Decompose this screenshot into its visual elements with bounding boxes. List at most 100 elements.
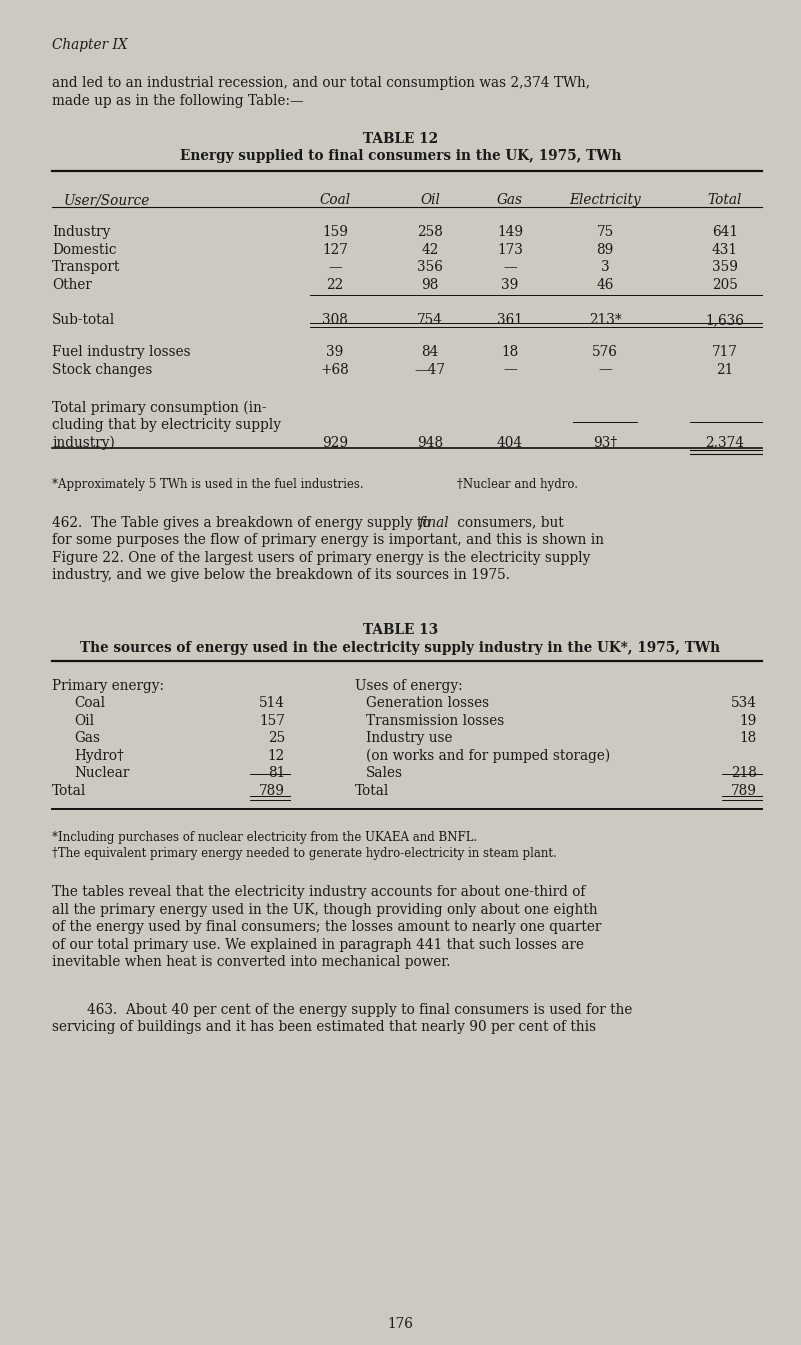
Text: The sources of energy used in the electricity supply industry in the UK*, 1975, : The sources of energy used in the electr… <box>80 640 721 655</box>
Text: +68: +68 <box>320 363 349 377</box>
Text: Transmission losses: Transmission losses <box>366 713 505 728</box>
Text: 717: 717 <box>712 346 738 359</box>
Text: made up as in the following Table:—: made up as in the following Table:— <box>52 94 304 108</box>
Text: 18: 18 <box>501 346 518 359</box>
Text: 173: 173 <box>497 242 523 257</box>
Text: Industry: Industry <box>52 225 111 239</box>
Text: 948: 948 <box>417 436 443 449</box>
Text: Oil: Oil <box>74 713 95 728</box>
Text: —: — <box>503 363 517 377</box>
Text: *Including purchases of nuclear electricity from the UKAEA and BNFL.: *Including purchases of nuclear electric… <box>52 830 477 843</box>
Text: 462.  The Table gives a breakdown of energy supply to: 462. The Table gives a breakdown of ener… <box>52 515 435 530</box>
Text: 127: 127 <box>322 242 348 257</box>
Text: User/Source: User/Source <box>64 192 151 207</box>
Text: industry): industry) <box>52 436 115 449</box>
Text: 404: 404 <box>497 436 523 449</box>
Text: 3: 3 <box>601 260 610 274</box>
Text: for some purposes the flow of primary energy is important, and this is shown in: for some purposes the flow of primary en… <box>52 533 604 547</box>
Text: Hydro†: Hydro† <box>74 749 123 763</box>
Text: Total primary consumption (in-: Total primary consumption (in- <box>52 401 267 414</box>
Text: 576: 576 <box>592 346 618 359</box>
Text: 258: 258 <box>417 225 443 239</box>
Text: all the primary energy used in the UK, though providing only about one eighth: all the primary energy used in the UK, t… <box>52 902 598 917</box>
Text: servicing of buildings and it has been estimated that nearly 90 per cent of this: servicing of buildings and it has been e… <box>52 1020 596 1034</box>
Text: *Approximately 5 TWh is used in the fuel industries.: *Approximately 5 TWh is used in the fuel… <box>52 477 364 491</box>
Text: TABLE 12: TABLE 12 <box>363 132 438 145</box>
Text: —47: —47 <box>414 363 445 377</box>
Text: 176: 176 <box>388 1317 413 1332</box>
Text: Other: Other <box>52 277 92 292</box>
Text: 75: 75 <box>597 225 614 239</box>
Text: 213*: 213* <box>589 313 622 327</box>
Text: Chapter IX: Chapter IX <box>52 38 127 52</box>
Text: Total: Total <box>355 784 389 798</box>
Text: Coal: Coal <box>320 192 351 207</box>
Text: 149: 149 <box>497 225 523 239</box>
Text: 39: 39 <box>326 346 344 359</box>
Text: and led to an industrial recession, and our total consumption was 2,374 TWh,: and led to an industrial recession, and … <box>52 77 590 90</box>
Text: 308: 308 <box>322 313 348 327</box>
Text: —: — <box>503 260 517 274</box>
Text: Transport: Transport <box>52 260 120 274</box>
Text: 157: 157 <box>260 713 285 728</box>
Text: 12: 12 <box>268 749 285 763</box>
Text: 98: 98 <box>421 277 439 292</box>
Text: 754: 754 <box>417 313 443 327</box>
Text: Gas: Gas <box>74 730 100 745</box>
Text: Uses of energy:: Uses of energy: <box>355 678 463 693</box>
Text: 431: 431 <box>712 242 738 257</box>
Text: 39: 39 <box>501 277 519 292</box>
Text: cluding that by electricity supply: cluding that by electricity supply <box>52 418 281 432</box>
Text: 1,636: 1,636 <box>706 313 744 327</box>
Text: 22: 22 <box>326 277 344 292</box>
Text: The tables reveal that the electricity industry accounts for about one-third of: The tables reveal that the electricity i… <box>52 885 586 898</box>
Text: inevitable when heat is converted into mechanical power.: inevitable when heat is converted into m… <box>52 955 450 970</box>
Text: 218: 218 <box>731 767 757 780</box>
Text: 205: 205 <box>712 277 738 292</box>
Text: 641: 641 <box>712 225 738 239</box>
Text: Sub-total: Sub-total <box>52 313 115 327</box>
Text: †The equivalent primary energy needed to generate hydro-electricity in steam pla: †The equivalent primary energy needed to… <box>52 847 557 859</box>
Text: 42: 42 <box>421 242 439 257</box>
Text: 2,374: 2,374 <box>706 436 744 449</box>
Text: 361: 361 <box>497 313 523 327</box>
Text: 18: 18 <box>740 730 757 745</box>
Text: of our total primary use. We explained in paragraph 441 that such losses are: of our total primary use. We explained i… <box>52 937 584 952</box>
Text: Electricity: Electricity <box>570 192 641 207</box>
Text: consumers, but: consumers, but <box>453 515 564 530</box>
Text: industry, and we give below the breakdown of its sources in 1975.: industry, and we give below the breakdow… <box>52 568 510 582</box>
Text: —: — <box>598 363 612 377</box>
Text: Stock changes: Stock changes <box>52 363 152 377</box>
Text: Primary energy:: Primary energy: <box>52 678 164 693</box>
Text: of the energy used by final consumers; the losses amount to nearly one quarter: of the energy used by final consumers; t… <box>52 920 602 935</box>
Text: 514: 514 <box>259 695 285 710</box>
Text: Energy supplied to final consumers in the UK, 1975, TWh: Energy supplied to final consumers in th… <box>179 149 622 163</box>
Text: Coal: Coal <box>74 695 105 710</box>
Text: Generation losses: Generation losses <box>366 695 489 710</box>
Text: 81: 81 <box>268 767 285 780</box>
Text: —: — <box>328 260 342 274</box>
Text: 89: 89 <box>596 242 614 257</box>
Text: Gas: Gas <box>497 192 523 207</box>
Text: Industry use: Industry use <box>366 730 453 745</box>
Text: 84: 84 <box>421 346 439 359</box>
Text: Sales: Sales <box>366 767 403 780</box>
Text: 534: 534 <box>731 695 757 710</box>
Text: 93†: 93† <box>593 436 617 449</box>
Text: Total: Total <box>52 784 87 798</box>
Text: Fuel industry losses: Fuel industry losses <box>52 346 191 359</box>
Text: (on works and for pumped storage): (on works and for pumped storage) <box>366 749 610 763</box>
Text: 463.  About 40 per cent of the energy supply to final consumers is used for the: 463. About 40 per cent of the energy sup… <box>87 1002 632 1017</box>
Text: 929: 929 <box>322 436 348 449</box>
Text: 25: 25 <box>268 730 285 745</box>
Text: 789: 789 <box>259 784 285 798</box>
Text: 19: 19 <box>739 713 757 728</box>
Text: 159: 159 <box>322 225 348 239</box>
Text: †Nuclear and hydro.: †Nuclear and hydro. <box>457 477 578 491</box>
Text: final: final <box>419 515 450 530</box>
Text: Nuclear: Nuclear <box>74 767 130 780</box>
Text: 46: 46 <box>596 277 614 292</box>
Text: TABLE 13: TABLE 13 <box>363 623 438 638</box>
Text: 21: 21 <box>716 363 734 377</box>
Text: 789: 789 <box>731 784 757 798</box>
